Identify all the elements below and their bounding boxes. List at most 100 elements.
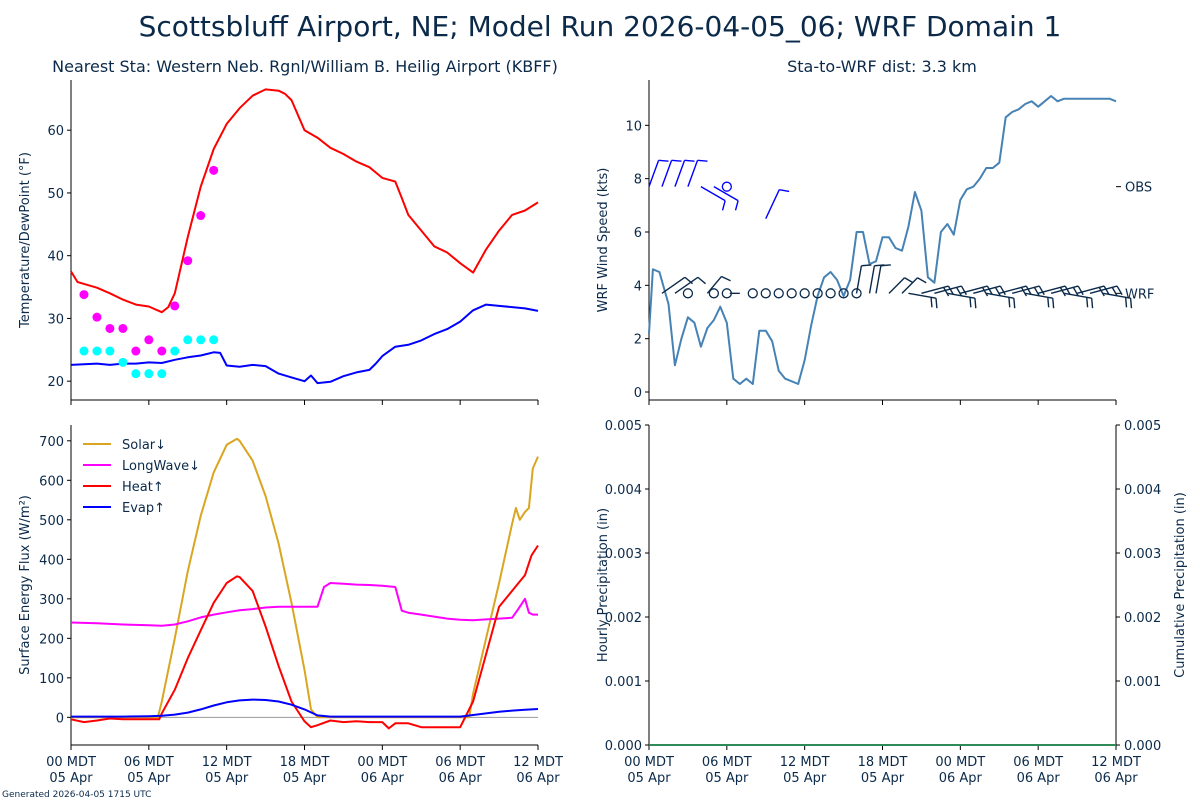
- precip-panel-xtick-label: 12 MDT: [1091, 755, 1141, 770]
- flux-panel-xtick-label: 06 MDT: [435, 755, 485, 770]
- wrf-wind-barb: [999, 285, 1032, 297]
- wrf-wind-barb-flag: [930, 297, 933, 308]
- wind-speed-line: [648, 95, 1117, 385]
- obs-dew-point: [196, 335, 206, 345]
- calm-wind-marker: [786, 288, 797, 299]
- flux-panel-ytick-label: 0: [56, 711, 64, 726]
- wrf-wind-barb: [888, 277, 914, 294]
- wrf-wind-barb-flag: [904, 277, 914, 284]
- wrf-wind-barb: [855, 264, 872, 294]
- obs-wind-barb-flag: [779, 188, 790, 193]
- wrf-wind-barb-flag: [721, 275, 731, 282]
- wrf-wind-barb-flag: [999, 285, 1006, 296]
- dew-line: [70, 303, 539, 385]
- obs-dew-point: [131, 369, 141, 379]
- precip-panel-ytick-label: 0.002: [605, 611, 642, 626]
- temp-panel-ytick-label: 40: [47, 250, 64, 265]
- wind-panel-ytick-label: 0: [634, 386, 642, 401]
- obs-temp-point: [92, 312, 102, 322]
- calm-wind-marker: [825, 288, 836, 299]
- obs-temp-point: [105, 323, 115, 333]
- subtitle-right: Sta-to-WRF dist: 3.3 km: [787, 57, 977, 76]
- wrf-wind-barb-flag: [1124, 297, 1128, 308]
- precip-panel-ytick-label: 0.001: [605, 675, 642, 690]
- precip-panel-xtick-date: 06 Apr: [1094, 771, 1138, 786]
- obs-temp-point: [118, 323, 128, 333]
- wrf-wind-barb-flag: [986, 285, 993, 296]
- obs-wind-barb: [713, 186, 739, 211]
- wrf-wind-barb-flag: [1116, 285, 1123, 296]
- title: Scottsbluff Airport, NE; Model Run 2026-…: [138, 10, 1062, 43]
- precip-panel-ytick-right-label: 0.003: [1124, 547, 1161, 562]
- obs-temp-point: [196, 211, 206, 221]
- longwave-line: [70, 582, 538, 627]
- legend-label-heat: Heat↑: [122, 480, 164, 495]
- obs-wind-barb: [687, 159, 708, 187]
- wrf-wind-barb-flag: [1064, 285, 1071, 296]
- precip-panel-xtick-date: 06 Apr: [1017, 771, 1061, 786]
- obs-dew-point: [105, 346, 115, 356]
- wrf-wind-barb-flag: [1008, 297, 1011, 308]
- flux-panel-xtick-label: 00 MDT: [46, 755, 96, 770]
- wrf-wind-barb-flag: [1077, 285, 1084, 296]
- precip-panel-ytick-label: 0.004: [605, 483, 642, 498]
- wrf-wind-barb-staff: [901, 277, 919, 294]
- wrf-wind-barb: [1063, 292, 1094, 309]
- calm-wind-marker: [682, 288, 694, 299]
- wind-panel-ytick-label: 2: [634, 333, 642, 348]
- flux-panel-xtick-date: 05 Apr: [283, 771, 327, 786]
- obs-temp-point: [209, 165, 219, 175]
- obs-temp-point: [170, 301, 180, 311]
- wrf-wind-barb-staff: [868, 265, 876, 294]
- obs-wind-barb: [674, 159, 695, 187]
- wrf-wind-barb-flag: [1059, 287, 1066, 297]
- flux-panel-ytick-label: 500: [39, 514, 64, 529]
- precip-panel-xtick-label: 18 MDT: [858, 755, 908, 770]
- temp-panel-ytick-label: 20: [47, 375, 64, 390]
- obs-wind-barb-staff: [661, 160, 673, 187]
- wrf-wind-barb: [1037, 285, 1071, 297]
- obs-wind-barb-flag: [658, 159, 669, 162]
- precip-panel-ytick-label: 0.000: [605, 739, 642, 754]
- wrf-wind-barb-flag: [917, 277, 927, 284]
- obs-wind-barb-staff: [674, 160, 686, 187]
- obs-dew-point: [209, 335, 219, 345]
- wrf-wind-barb-flag: [1013, 298, 1016, 309]
- wrf-wind-barb-flag: [697, 276, 706, 285]
- flux-panel-xtick-label: 12 MDT: [513, 755, 563, 770]
- footer: Generated 2026-04-05 1715 UTC: [2, 790, 152, 800]
- precip-panel-xtick-label: 00 MDT: [624, 755, 674, 770]
- wrf-wind-barb-flag: [1038, 285, 1045, 296]
- precip-panel-ylabel-right: Cumulative Precipitation (in): [1173, 492, 1188, 678]
- precip-panel-ytick-right-label: 0.004: [1124, 483, 1161, 498]
- flux-panel-xtick-date: 06 Apr: [516, 771, 560, 786]
- evap-line: [71, 698, 539, 718]
- precip-panel-ylabel: Hourly Precipitation (in): [596, 508, 611, 662]
- wrf-wind-barb: [875, 264, 891, 294]
- obs-temp-point: [144, 335, 154, 345]
- heat-line: [70, 544, 539, 730]
- precip-panel-xtick-label: 00 MDT: [935, 755, 985, 770]
- wrf-wind-barb-flag: [1098, 287, 1105, 297]
- obs-dew-point: [118, 357, 128, 367]
- wrf-wind-barb: [947, 292, 977, 309]
- obs-dew-point: [79, 346, 89, 356]
- precip-panel-ytick-right-label: 0.002: [1124, 611, 1161, 626]
- calm-wind-marker: [838, 288, 849, 299]
- flux-panel-xtick-date: 05 Apr: [205, 771, 249, 786]
- flux-panel-xtick-date: 06 Apr: [439, 771, 483, 786]
- wind-panel-ylabel: WRF Wind Speed (kts): [596, 168, 611, 313]
- obs-wind-barb-staff: [700, 186, 726, 202]
- wrf-wind-barb-flag: [994, 287, 1002, 297]
- wrf-wind-barb-flag: [1103, 285, 1110, 296]
- wrf-wind-barb-flag: [969, 297, 972, 308]
- obs-wind-barb-staff: [713, 186, 739, 202]
- temp-panel-ytick-label: 50: [47, 187, 64, 202]
- obs-dew-point: [157, 369, 167, 379]
- wrf-wind-barb-flag: [935, 298, 938, 309]
- wrf-wind-barb: [1076, 285, 1110, 297]
- wrf-wind-barb-flag: [861, 264, 872, 267]
- flux-panel-xtick-label: 00 MDT: [357, 755, 407, 770]
- wrf-wind-barb-staff: [706, 276, 723, 294]
